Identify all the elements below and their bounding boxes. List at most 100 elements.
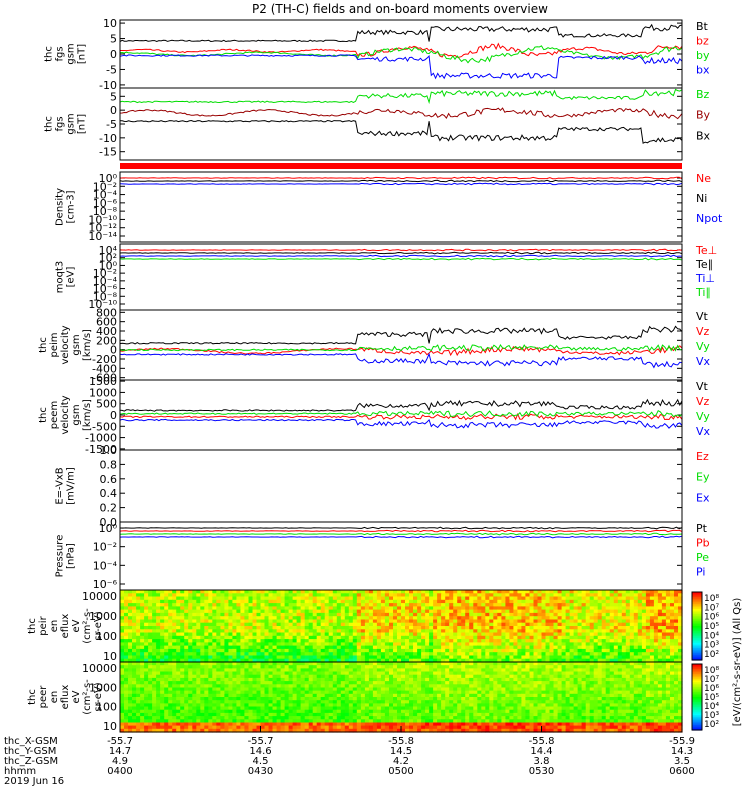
legend-entry: by bbox=[696, 49, 710, 62]
spectrogram-cell bbox=[661, 596, 667, 601]
spectrogram-cell bbox=[549, 652, 555, 657]
spectrogram-cell bbox=[144, 662, 149, 666]
spectrogram-cell bbox=[276, 626, 282, 630]
spectrogram-cell bbox=[605, 665, 611, 669]
spectrogram-cell bbox=[633, 632, 639, 637]
spectrogram-cell bbox=[220, 697, 225, 701]
spectrogram-cell bbox=[300, 677, 306, 682]
spectrogram-cell bbox=[641, 658, 647, 663]
spectrogram-cell bbox=[148, 616, 153, 621]
spectrogram-cell bbox=[489, 616, 494, 621]
spectrogram-cell bbox=[585, 599, 591, 604]
spectrogram-cell bbox=[461, 629, 466, 634]
spectrogram-cell bbox=[465, 690, 470, 695]
spectrogram-cell bbox=[633, 609, 639, 614]
spectrogram-cell bbox=[172, 693, 177, 698]
spectrogram-cell bbox=[380, 635, 386, 640]
spectrogram-cell bbox=[304, 648, 310, 653]
spectrogram-cell bbox=[144, 632, 149, 637]
spectrogram-cell bbox=[417, 671, 422, 676]
spectrogram-cell bbox=[629, 626, 635, 630]
spectrogram-cell bbox=[641, 642, 647, 647]
spectrogram-cell bbox=[501, 632, 506, 637]
spectrogram-cell bbox=[421, 629, 426, 634]
spectrogram-cell bbox=[401, 655, 406, 660]
spectrogram-cell bbox=[324, 652, 330, 657]
spectrogram-cell bbox=[409, 668, 414, 673]
spectrogram-cell bbox=[296, 622, 302, 627]
spectrogram-cell bbox=[577, 668, 583, 673]
spectrogram-cell bbox=[417, 668, 422, 673]
spectrogram-cell bbox=[188, 677, 193, 682]
spectrogram-cell bbox=[232, 639, 237, 643]
spectrogram-cell bbox=[328, 626, 334, 630]
y-axis-label: eflux bbox=[60, 685, 71, 710]
spectrogram-cell bbox=[180, 642, 185, 647]
spectrogram-cell bbox=[674, 665, 679, 669]
spectrogram-cell bbox=[368, 599, 374, 604]
spectrogram-cell bbox=[661, 593, 667, 598]
spectrogram-cell bbox=[593, 606, 599, 611]
spectrogram-cell bbox=[393, 648, 398, 653]
spectrogram-cell bbox=[352, 684, 358, 689]
spectrogram-cell bbox=[136, 590, 141, 594]
spectrogram-cell bbox=[256, 668, 262, 673]
spectrogram-cell bbox=[421, 662, 426, 666]
spectrogram-cell bbox=[657, 616, 663, 621]
spectrogram-cell bbox=[280, 606, 286, 611]
spectrogram-cell bbox=[292, 645, 298, 650]
spectrogram-cell bbox=[356, 603, 362, 607]
spectrogram-cell bbox=[132, 632, 137, 637]
spectrogram-cell bbox=[433, 652, 438, 657]
spectrogram-cell bbox=[437, 658, 442, 663]
spectrogram-cell bbox=[208, 652, 213, 657]
spectrogram-cell bbox=[401, 652, 406, 657]
spectrogram-cell bbox=[541, 690, 547, 695]
spectrogram-cell bbox=[360, 665, 366, 669]
spectrogram-cell bbox=[296, 632, 302, 637]
spectrogram-cell bbox=[389, 612, 394, 617]
spectrogram-cell bbox=[208, 616, 213, 621]
spectrogram-cell bbox=[609, 645, 615, 650]
spectrogram-cell bbox=[489, 619, 494, 624]
spectrogram-cell bbox=[124, 599, 129, 604]
spectrogram-cell bbox=[529, 619, 535, 624]
spectrogram-cell bbox=[473, 622, 478, 627]
spectrogram-cell bbox=[561, 596, 567, 601]
spectrogram-cell bbox=[621, 674, 627, 679]
spectrogram-cell bbox=[429, 687, 434, 692]
spectrogram-cell bbox=[236, 655, 241, 660]
spectrogram-cell bbox=[637, 609, 643, 614]
spectrogram-cell bbox=[445, 674, 450, 679]
spectrogram-cell bbox=[292, 603, 298, 607]
spectrogram-cell bbox=[605, 593, 611, 598]
spectrogram-cell bbox=[645, 626, 651, 630]
spectrogram-cell bbox=[549, 665, 555, 669]
spectrogram-cell bbox=[288, 639, 294, 643]
spectrogram-cell bbox=[573, 658, 579, 663]
spectrogram-cell bbox=[577, 671, 583, 676]
spectrogram-cell bbox=[529, 668, 535, 673]
spectrogram-cell bbox=[380, 662, 386, 666]
spectrogram-cell bbox=[561, 590, 567, 594]
spectrogram-cell bbox=[657, 626, 663, 630]
spectrogram-cell bbox=[176, 648, 181, 653]
spectrogram-cell bbox=[288, 590, 294, 594]
spectrogram-cell bbox=[665, 658, 671, 663]
spectrogram-cell bbox=[320, 690, 326, 695]
spectrogram-cell bbox=[573, 662, 579, 666]
spectrogram-cell bbox=[553, 632, 559, 637]
spectrogram-cell bbox=[493, 668, 498, 673]
spectrogram-cell bbox=[356, 642, 362, 647]
spectrogram-cell bbox=[573, 596, 579, 601]
spectrogram-cell bbox=[136, 662, 141, 666]
spectrogram-cell bbox=[160, 606, 165, 611]
spectrogram-cell bbox=[152, 622, 157, 627]
spectrogram-cell bbox=[144, 619, 149, 624]
spectrogram-cell bbox=[304, 687, 310, 692]
spectrogram-cell bbox=[645, 677, 651, 682]
spectrogram-cell bbox=[184, 632, 189, 637]
spectrogram-cell bbox=[136, 681, 141, 685]
spectrogram-cell bbox=[332, 619, 338, 624]
spectrogram-cell bbox=[312, 677, 318, 682]
